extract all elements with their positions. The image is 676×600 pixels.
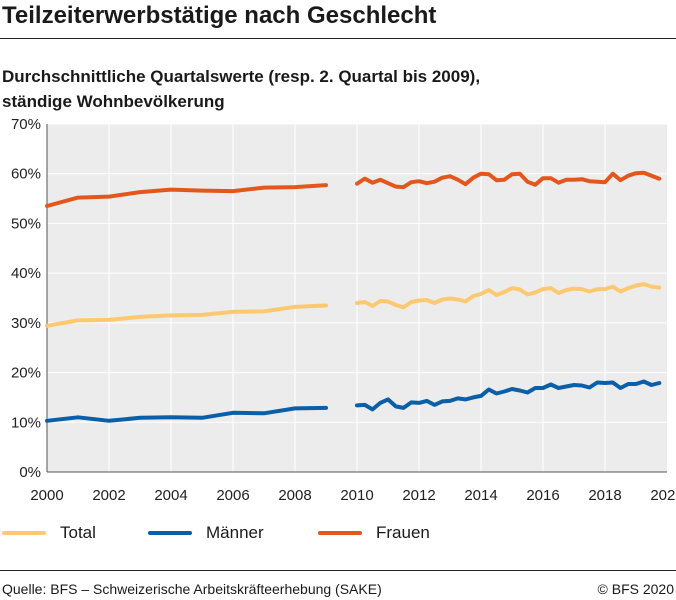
- x-tick-label: 2018: [588, 487, 621, 504]
- series-line-m-nner-quarterly: [355, 379, 662, 412]
- x-tick-label: 2012: [402, 487, 435, 504]
- legend-swatch: [318, 531, 362, 535]
- chart-subtitle: Durchschnittliche Quartalswerte (resp. 2…: [2, 64, 602, 114]
- subtitle-line-2: ständige Wohnbevölkerung: [2, 92, 225, 111]
- chart-legend: Total Männer Frauen: [0, 520, 676, 546]
- y-tick-label: 50%: [11, 215, 41, 232]
- legend-swatch: [2, 531, 46, 535]
- y-tick-label: 30%: [11, 315, 41, 332]
- x-tick-label: 2008: [278, 487, 311, 504]
- series-line-total-annual: [45, 303, 328, 328]
- x-tick-label: 2002: [92, 487, 125, 504]
- y-tick-label: 40%: [11, 265, 41, 282]
- footer-divider: [0, 570, 676, 571]
- legend-item-total: Total: [2, 520, 96, 546]
- title-divider: [0, 38, 676, 39]
- series-line-m-nner-annual: [45, 405, 328, 423]
- x-tick-label: 2006: [216, 487, 249, 504]
- chart-title: Teilzeiterwerbstätige nach Geschlecht: [2, 2, 437, 29]
- y-tick-label: 0%: [19, 464, 41, 481]
- x-tick-label: 2000: [30, 487, 63, 504]
- legend-label: Frauen: [376, 523, 430, 542]
- copyright-note: © BFS 2020: [597, 581, 674, 597]
- y-tick-label: 20%: [11, 365, 41, 382]
- source-note: Quelle: BFS – Schweizerische Arbeitskräf…: [2, 581, 382, 597]
- x-tick-label: 2004: [154, 487, 187, 504]
- x-tick-label: 2010: [340, 487, 373, 504]
- series-line-total-quarterly: [355, 282, 662, 310]
- y-tick-label: 60%: [11, 166, 41, 183]
- subtitle-line-1: Durchschnittliche Quartalswerte (resp. 2…: [2, 67, 481, 86]
- y-tick-label: 70%: [11, 116, 41, 133]
- legend-item-frauen: Frauen: [318, 520, 430, 546]
- line-chart: 0% 10% 20% 30% 40% 50% 60% 70% 2000 2002 2004 2006 2…: [11, 116, 676, 504]
- legend-label: Total: [60, 523, 96, 542]
- series-line-frauen-annual: [45, 183, 328, 208]
- legend-label: Männer: [206, 523, 264, 542]
- x-tick-label: 2020: [650, 487, 676, 504]
- y-tick-label: 10%: [11, 414, 41, 431]
- x-tick-label: 2014: [464, 487, 497, 504]
- legend-item-m-nner: Männer: [148, 520, 264, 546]
- x-tick-label: 2016: [526, 487, 559, 504]
- legend-swatch: [148, 531, 192, 535]
- series-line-frauen-quarterly: [355, 170, 662, 190]
